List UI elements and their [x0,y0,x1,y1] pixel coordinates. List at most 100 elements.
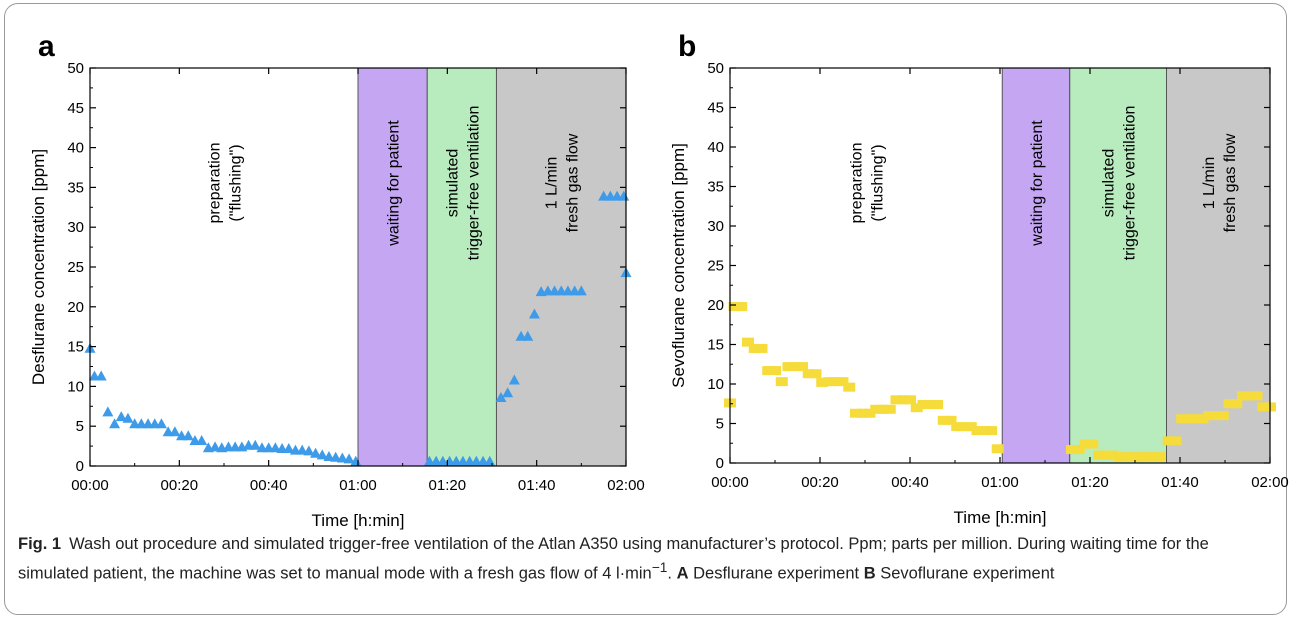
caption-text-a: Desflurane experiment [688,564,864,583]
series-0 [84,190,632,466]
data-point-56 [1169,436,1182,446]
caption-label-a: A [676,564,689,583]
region-label-0-1: ("flushing") [870,144,887,221]
data-point-16 [829,377,842,387]
data-point-41 [1066,445,1078,455]
y-tick-label: 30 [707,218,724,235]
region-1 [1001,67,1071,464]
region-label-2-1: trigger-free ventilation [465,106,482,261]
data-point-30 [283,442,295,453]
x-tick-label: 01:40 [518,477,556,494]
data-point-52 [502,387,514,398]
data-point-3 [742,337,754,347]
data-point-53 [508,374,520,385]
data-point-35 [958,422,970,432]
data-point-18 [843,382,856,392]
data-point-39 [985,426,997,436]
data-point-63 [575,285,587,296]
data-point-50 [1126,452,1139,462]
data-point-35 [316,449,328,460]
region-label-0-0: preparation [849,143,866,224]
data-point-17 [836,377,849,387]
x-tick-label: 02:00 [1251,474,1289,491]
region-0 [730,68,1003,463]
data-point-45 [1093,450,1105,460]
figure-caption: Fig. 1 Wash out procedure and simulated t… [18,532,1280,586]
region-3 [1166,67,1271,464]
x-tick-label: 00:40 [891,474,929,491]
region-label-2-1: trigger-free ventilation [1122,106,1139,261]
data-point-19 [850,408,862,418]
data-point-5 [755,343,768,353]
x-tick-label: 01:00 [339,477,377,494]
data-point-63 [1216,411,1229,421]
data-point-37 [971,426,984,436]
data-point-34 [951,422,964,432]
x-tick-label: 00:40 [250,477,288,494]
data-point-52 [1140,452,1153,462]
data-point-2 [735,302,748,312]
caption-text: Wash out procedure and simulated trigger… [18,535,1209,583]
data-point-2 [95,370,107,381]
data-point-27 [904,395,916,405]
region-label-2-0: simulated [444,149,461,217]
caption-text-2: . [667,564,677,583]
data-point-69 [1257,402,1270,412]
data-point-24 [883,404,896,414]
data-point-8 [775,377,788,387]
data-point-25 [249,439,261,450]
data-point-6 [762,366,775,376]
x-tick-label: 01:00 [981,474,1019,491]
data-point-56 [528,308,540,319]
x-tick-label: 00:00 [711,474,749,491]
data-point-39 [343,453,355,464]
data-point-3 [102,406,114,417]
data-point-55 [1162,436,1175,446]
y-tick-label: 45 [67,100,84,117]
data-point-9 [782,362,795,372]
data-point-4 [748,343,761,353]
data-point-28 [910,403,923,413]
y-tick-label: 15 [707,337,724,354]
y-tick-label: 0 [76,458,84,475]
data-point-38 [978,426,991,436]
data-point-51 [495,392,507,403]
y-tick-label: 35 [707,179,724,196]
data-point-62 [1210,411,1222,421]
region-2 [426,67,497,467]
data-point-32 [937,415,950,425]
y-tick-label: 50 [67,60,84,77]
data-point-66 [1237,391,1249,401]
data-point-42 [1072,445,1085,455]
data-point-13 [169,426,181,437]
data-point-17 [196,435,208,446]
x-axis-title: Time [h:min] [954,508,1047,527]
data-point-33 [303,445,315,456]
figure-charts: preparation ("flushing") waiting for patie… [29,30,1289,530]
data-point-47 [1106,450,1119,460]
y-tick-label: 5 [76,418,84,435]
region-0 [90,68,358,466]
y-tick-label: 30 [67,219,84,236]
data-point-64 [1223,399,1236,409]
region-label-3-0: 1 L/min [1201,157,1218,209]
data-point-59 [1189,414,1202,424]
caption-superscript: −1 [651,560,668,575]
data-point-38 [336,452,348,463]
region-label-3-1: fresh gas flow [1222,133,1239,232]
data-point-12 [802,369,815,379]
panel-label: b [678,30,696,63]
data-point-20 [856,408,869,418]
y-tick-label: 40 [67,140,84,157]
data-point-7 [769,366,781,376]
y-tick-label: 0 [716,455,724,472]
y-tick-label: 10 [707,376,724,393]
y-tick-label: 20 [67,299,84,316]
data-point-67 [1243,391,1256,401]
y-tick-label: 45 [707,100,724,117]
data-point-29 [917,400,930,410]
x-tick-label: 00:20 [801,474,839,491]
y-axis-title: Sevoflurane concentration [ppm] [669,143,688,388]
data-point-36 [964,422,977,432]
data-point-30 [924,400,937,410]
